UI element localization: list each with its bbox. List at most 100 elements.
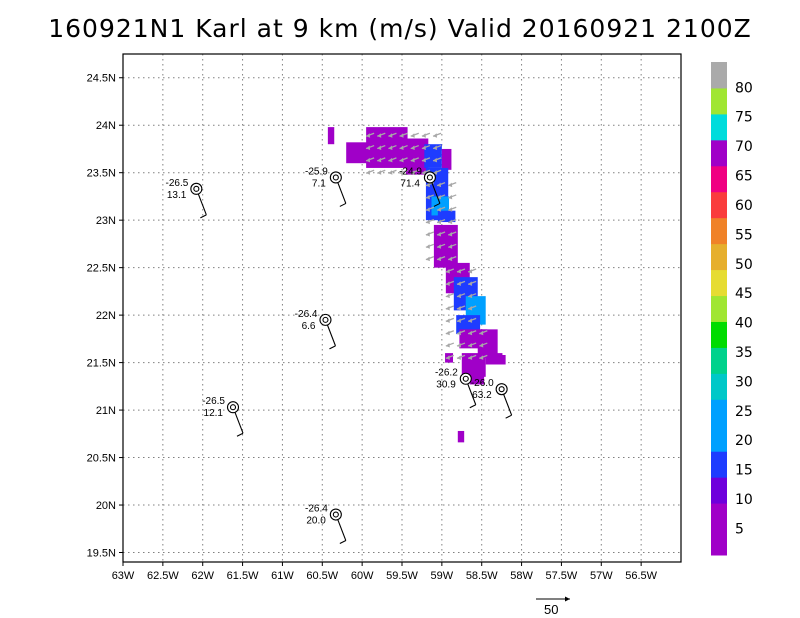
colorbar-swatch (711, 269, 727, 297)
wind-vector-head (425, 219, 430, 225)
dropsonde-marker-inner (322, 316, 329, 323)
colorbar-label: 75 (735, 110, 753, 126)
colorbar-label: 40 (735, 316, 753, 332)
wind-vector-head (445, 281, 450, 286)
lat-tick-label: 24N (96, 120, 116, 132)
lat-tick-label: 21.5N (87, 358, 116, 370)
dropsonde-temperature: -25.9 (305, 166, 328, 177)
wind-speed-cell (477, 329, 498, 358)
colorbar-label: 55 (735, 227, 753, 243)
wind-barb-flag (339, 202, 347, 207)
colorbar-label: 50 (735, 257, 753, 273)
lon-tick-label: 62.5W (147, 570, 179, 582)
dropsonde-layer: -26.513.1-25.97.1-26.46.6-26.512.1-26.42… (166, 166, 513, 545)
latitude-labels: 19.5N 20N 20.5N 21N 21.5N 22N 22.5N 23N 23.5N 24N… (87, 73, 123, 560)
colorbar-swatch (711, 503, 727, 530)
colorbar-label: 25 (735, 404, 753, 420)
wind-vector-head (410, 133, 415, 138)
dropsonde-wind-speed: 71.4 (400, 178, 420, 189)
wind-vector-head (456, 268, 461, 274)
lat-tick-label: 23N (96, 215, 116, 227)
wind-vector-head (479, 330, 484, 336)
wind-vector-head (399, 133, 404, 138)
wind-vector-head (448, 194, 453, 200)
lon-tick-label: 57W (590, 570, 613, 582)
wind-barb-flag (339, 540, 347, 545)
dropsonde-marker (329, 171, 342, 184)
colorbar-label: 30 (735, 374, 753, 390)
wind-vector-head (425, 256, 430, 262)
wind-vector-head (445, 330, 450, 336)
lat-tick-label: 24.5N (87, 73, 116, 85)
dropsonde-marker-inner (229, 404, 237, 411)
wind-vector-head (366, 157, 371, 163)
wind-speed-cell (346, 142, 369, 164)
colorbar-swatch (711, 451, 727, 478)
dropsonde-marker (190, 182, 203, 195)
wind-vector-head (468, 330, 473, 336)
graticule (123, 54, 681, 562)
dropsonde-temperature: -26.5 (202, 396, 225, 407)
wind-vector-head (456, 355, 461, 360)
lon-tick-label: 59W (431, 570, 454, 582)
dropsonde-marker-inner (462, 375, 469, 382)
wind-vector-head (445, 343, 450, 348)
dropsonde-marker-inner (498, 386, 505, 393)
dropsonde-wind-speed: 13.1 (167, 190, 187, 201)
reference-vector-label: 50 (544, 602, 558, 617)
colorbar-swatch (711, 321, 727, 348)
wind-vector-head (468, 343, 473, 348)
colorbar-swatch (711, 477, 727, 504)
lon-tick-label: 60W (351, 570, 374, 582)
colorbar-swatch (711, 217, 727, 245)
wind-vector-head (425, 182, 430, 188)
dropsonde-station: -25.97.1 (305, 166, 347, 207)
colorbar-label: 80 (735, 80, 753, 96)
wind-barb-flag (236, 432, 244, 437)
lon-tick-label: 59.5W (386, 570, 418, 582)
colorbar-swatch (711, 165, 727, 193)
colorbar-label: 35 (735, 345, 753, 361)
wind-vector-head (377, 145, 382, 151)
lat-tick-label: 22N (96, 310, 116, 322)
dropsonde-marker (459, 372, 472, 385)
wind-vector-head (468, 318, 473, 323)
wind-vector-head (421, 145, 426, 151)
wind-vector-head (433, 145, 438, 151)
dropsonde-wind-speed: 12.1 (204, 408, 224, 419)
dropsonde-temperature: -26.4 (295, 309, 318, 320)
lon-tick-label: 63W (112, 570, 135, 582)
wind-vector-head (456, 306, 461, 311)
dropsonde-station: -26.063.2 (471, 378, 513, 419)
wind-barb-flag (505, 414, 512, 419)
wind-vector-head (366, 145, 371, 151)
wind-vector-head (421, 170, 426, 175)
wind-vector-head (445, 318, 450, 323)
wind-vector-head (448, 219, 453, 225)
lon-tick-label: 57.5W (546, 570, 578, 582)
wind-vector-head (433, 157, 438, 163)
wind-vector-head (433, 133, 438, 138)
lon-tick-label: 60.5W (306, 570, 338, 582)
dropsonde-wind-speed: 7.1 (312, 178, 326, 189)
wind-speed-cell (327, 127, 335, 145)
lat-tick-label: 19.5N (87, 548, 116, 560)
colorbar-swatch (711, 529, 727, 556)
wind-vector-head (421, 133, 426, 138)
wind-vector-head (425, 244, 430, 249)
wind-vector-head (479, 355, 484, 360)
colorbar-swatch (711, 87, 727, 115)
colorbar-swatch (711, 425, 727, 452)
longitude-labels: 63W 62.5W 62W 61.5W 61W 60.5W 60W 59.5W 59W 58.5W… (112, 562, 658, 582)
dropsonde-station: -26.230.9 (435, 368, 477, 409)
wind-speed-cell (405, 138, 429, 175)
wind-barb-flag (433, 202, 441, 207)
wind-barb-flag (329, 345, 336, 350)
dropsonde-marker (423, 171, 436, 184)
wind-speed-cell (457, 430, 465, 443)
wind-vector-head (410, 145, 415, 151)
colorbar-label: 60 (735, 198, 753, 214)
colorbar-label: 70 (735, 139, 753, 155)
colorbar-swatch (711, 399, 727, 426)
